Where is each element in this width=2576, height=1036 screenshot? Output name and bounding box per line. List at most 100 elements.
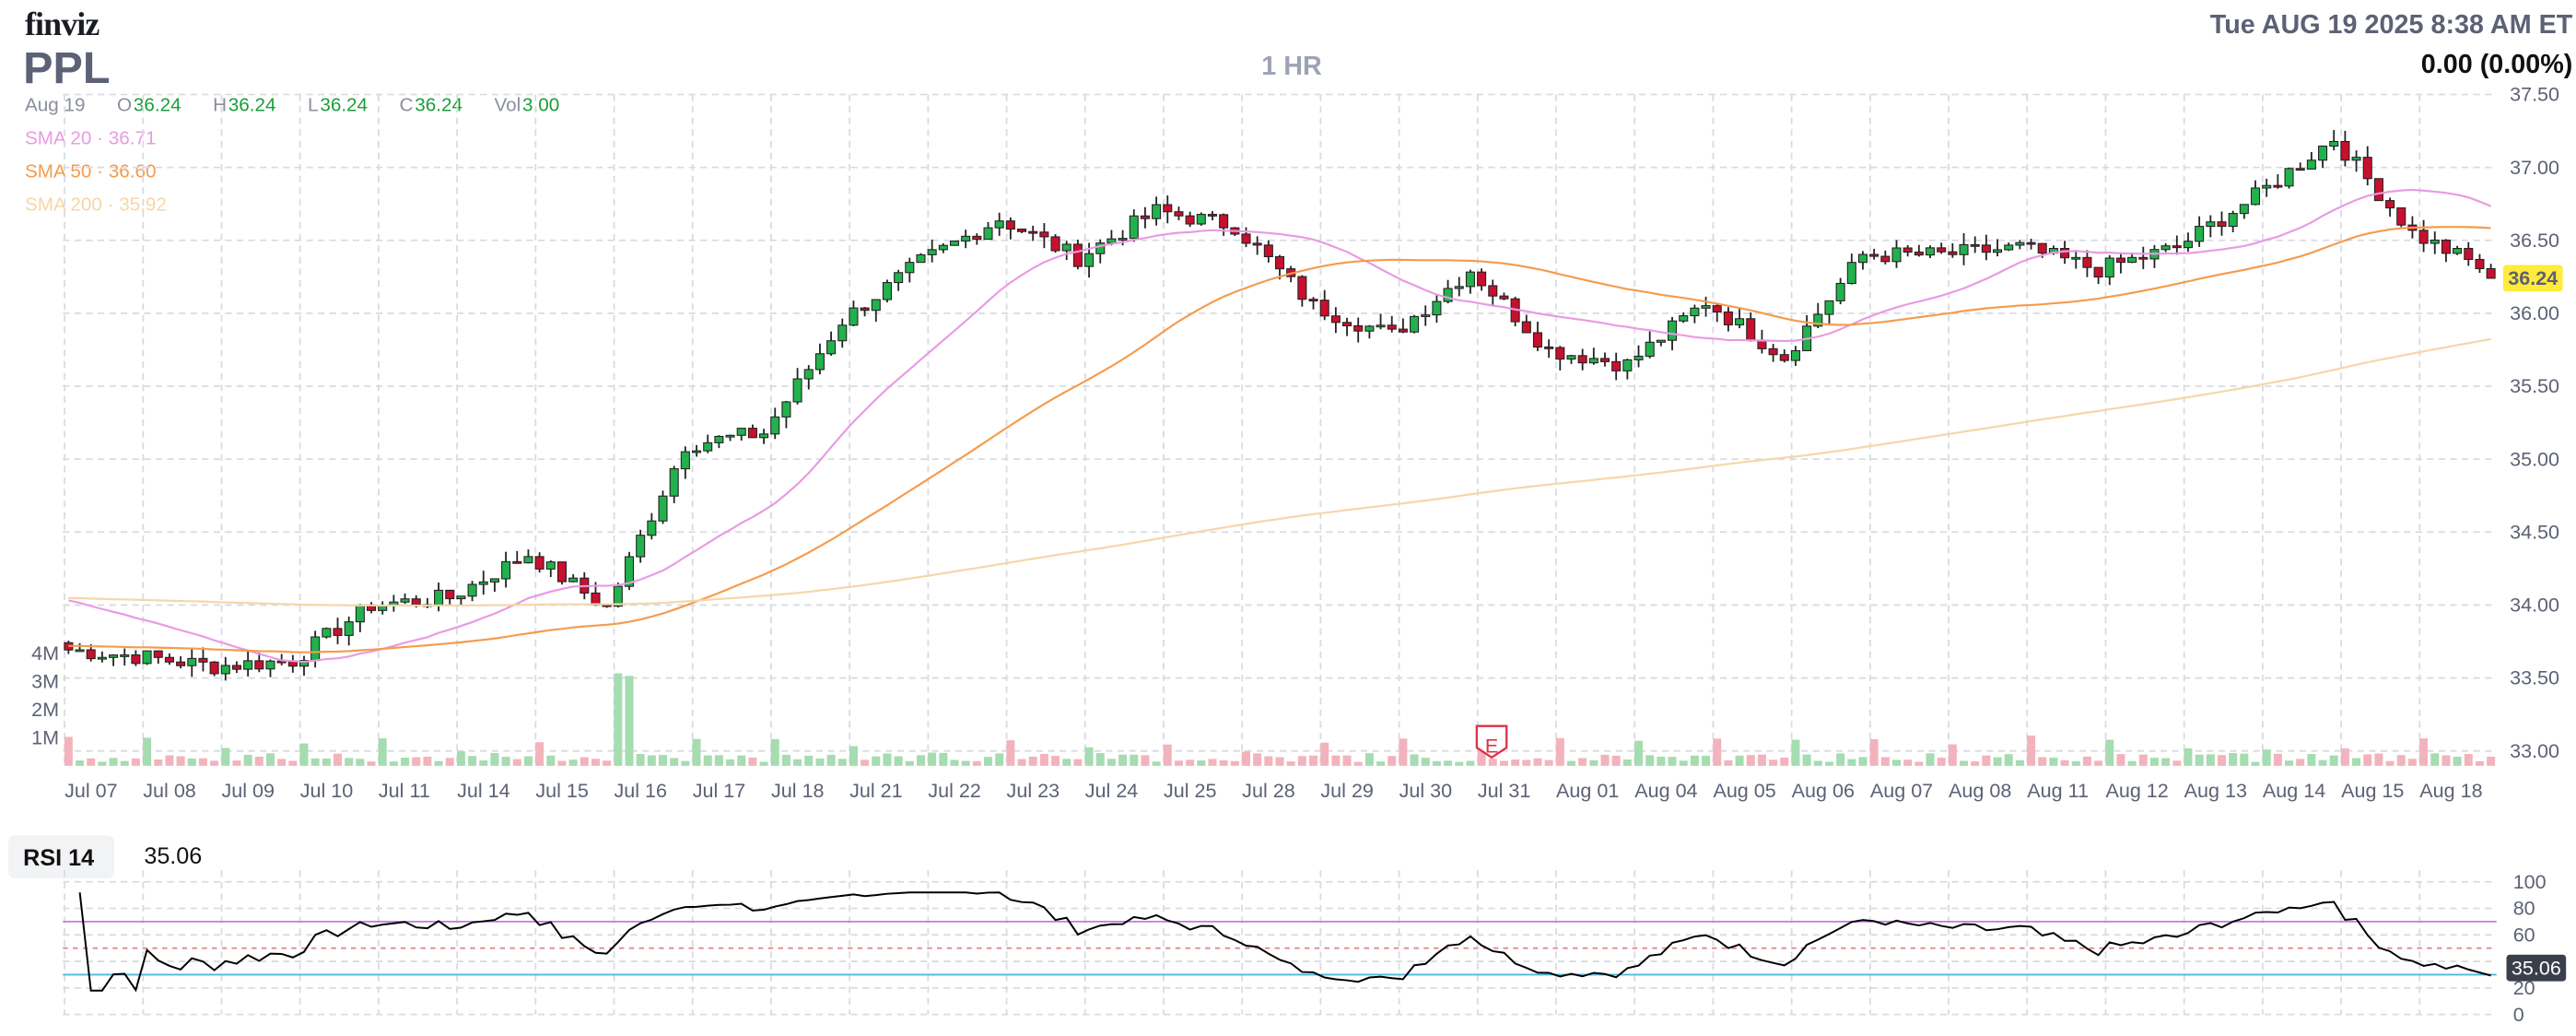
volume-bar xyxy=(1690,755,1699,766)
volume-label: Vol xyxy=(494,96,521,116)
candle-body xyxy=(1376,324,1386,328)
candle-body xyxy=(1656,339,1666,343)
price-tick-label: 34.00 xyxy=(2510,594,2559,617)
candle-body xyxy=(1824,300,1834,315)
candle-body xyxy=(1588,358,1598,364)
volume-bar xyxy=(1735,755,1744,766)
volume-bar xyxy=(703,755,712,766)
volume-bar xyxy=(2363,754,2372,766)
volume-bar xyxy=(501,757,510,766)
candle-body xyxy=(2206,221,2216,228)
volume-bar xyxy=(984,757,993,766)
volume-bar xyxy=(1869,738,1879,766)
candle-body xyxy=(2284,168,2294,187)
volume-bar xyxy=(367,761,376,766)
volume-bar xyxy=(1566,760,1575,766)
volume-bar xyxy=(1634,740,1644,766)
volume-bar xyxy=(2161,758,2171,766)
candle-body xyxy=(1959,243,1969,255)
price-tick-label: 33.00 xyxy=(2510,739,2559,762)
candle-body xyxy=(333,628,343,636)
price-tick-label: 37.50 xyxy=(2510,83,2559,106)
volume-bar xyxy=(1836,753,1845,766)
volume-bar xyxy=(1488,759,1497,766)
candle-body xyxy=(456,595,466,600)
volume-bar xyxy=(1051,756,1060,766)
volume-bar xyxy=(1948,744,1957,766)
volume-bar xyxy=(2071,760,2080,766)
sma200-value: 35.92 xyxy=(119,195,167,216)
volume-bar xyxy=(1039,753,1048,766)
candle-body xyxy=(1387,324,1397,330)
volume-bar xyxy=(861,759,870,766)
volume-bar xyxy=(2049,758,2058,766)
candle-body xyxy=(187,657,197,666)
volume-bar xyxy=(1880,757,1890,766)
volume-bar xyxy=(2195,754,2204,766)
date-tick-label: Jul 09 xyxy=(221,779,275,802)
volume-bar xyxy=(1892,759,1901,766)
candle-body xyxy=(1555,347,1565,360)
volume-bar xyxy=(1320,742,1329,766)
volume-value: 3.00 xyxy=(522,96,560,116)
candle-body xyxy=(1118,238,1128,241)
volume-bar xyxy=(1713,738,1722,766)
volume-bar xyxy=(2094,760,2103,766)
volume-bar xyxy=(512,759,521,766)
candle-body xyxy=(1679,315,1689,322)
volume-bar xyxy=(1286,761,1295,766)
candle-body xyxy=(2015,241,2025,246)
candle-body xyxy=(164,656,174,663)
volume-bar xyxy=(2116,754,2125,766)
volume-bar xyxy=(2105,739,2114,766)
candle-body xyxy=(1544,346,1554,349)
volume-bar xyxy=(1095,753,1105,766)
volume-bar xyxy=(87,758,96,766)
candle-body xyxy=(1421,314,1431,317)
volume-bar xyxy=(1578,758,1587,766)
candle-body xyxy=(1981,244,1991,253)
rsi-value: 35.06 xyxy=(144,842,203,869)
volume-bar xyxy=(423,756,432,766)
volume-bar xyxy=(2149,758,2159,766)
volume-bar xyxy=(1455,761,1464,766)
price-tick-label: 35.50 xyxy=(2510,374,2559,397)
volume-tick-label: 1M xyxy=(31,725,59,748)
volume-bar xyxy=(1353,761,1363,766)
volume-bar xyxy=(221,748,230,766)
candle-body xyxy=(176,661,186,666)
candle-body xyxy=(1880,255,1891,263)
volume-bar xyxy=(232,760,241,766)
date-tick-label: Jul 15 xyxy=(535,779,589,802)
candle-body xyxy=(2351,157,2361,161)
volume-bar xyxy=(1903,759,1913,766)
volume-bar xyxy=(1073,759,1083,766)
candle-body xyxy=(1342,322,1352,327)
volume-bar xyxy=(2229,753,2238,766)
sma20-value: 36.71 xyxy=(108,129,157,149)
candle-body xyxy=(231,665,241,670)
volume-bar xyxy=(1847,759,1856,766)
volume-tick-label: 2M xyxy=(31,698,59,721)
volume-bar xyxy=(1141,755,1150,766)
volume-bar xyxy=(2296,759,2305,766)
finviz-logo[interactable]: finviz xyxy=(24,6,100,43)
candle-body xyxy=(2127,256,2137,264)
volume-bar xyxy=(1511,759,1520,766)
date-tick-label: Aug 18 xyxy=(2419,779,2482,802)
volume-bar xyxy=(1780,757,1789,766)
volume-bar xyxy=(479,760,488,766)
candle-body xyxy=(1443,288,1453,302)
candle-body xyxy=(2262,184,2272,189)
volume-bar xyxy=(939,752,948,766)
volume-bar xyxy=(1028,756,1037,766)
volume-bar xyxy=(2060,759,2069,766)
volume-bar xyxy=(1611,755,1621,766)
volume-bar xyxy=(288,760,298,766)
volume-bar xyxy=(2206,754,2215,766)
candle-body xyxy=(1017,229,1027,232)
candle-body xyxy=(355,604,365,623)
volume-bar xyxy=(389,761,398,766)
rsi-label[interactable]: RSI 14 xyxy=(7,835,114,879)
